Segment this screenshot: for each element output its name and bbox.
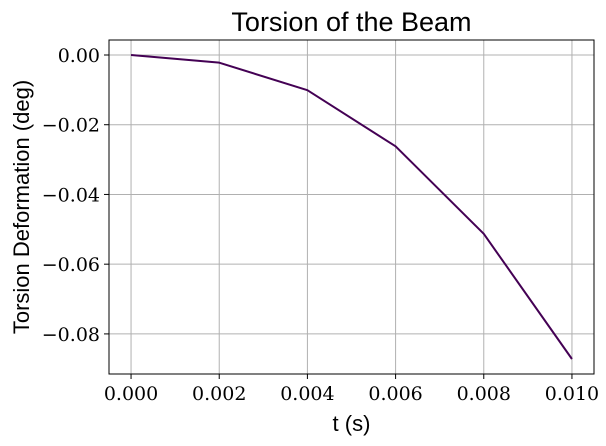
x-tick-label: 0.002 [192, 383, 246, 405]
y-tick-label: −0.08 [42, 324, 100, 346]
plot-frame [108, 39, 595, 375]
x-tick-label: 0.008 [457, 383, 511, 405]
y-tick-label: −0.02 [42, 115, 100, 137]
series-line [130, 53, 573, 360]
series-lines [130, 53, 573, 360]
y-tick-label: 0.00 [58, 45, 100, 67]
chart-title: Torsion of the Beam [231, 7, 471, 37]
x-tick-label: 0.004 [280, 383, 334, 405]
y-tick-label: −0.04 [42, 184, 100, 206]
x-axis-label: t (s) [333, 411, 371, 436]
axis-ticks: 0.000 0.002 0.004 0.006 0.008 0.010 0.00 −0.02 −… [42, 45, 599, 405]
y-tick-label: −0.06 [42, 254, 100, 276]
grid-lines [109, 40, 594, 374]
x-tick-label: 0.000 [104, 383, 158, 405]
x-tick-label: 0.010 [545, 383, 599, 405]
x-tick-label: 0.006 [368, 383, 422, 405]
y-axis-label: Torsion Deformation (deg) [9, 80, 34, 334]
